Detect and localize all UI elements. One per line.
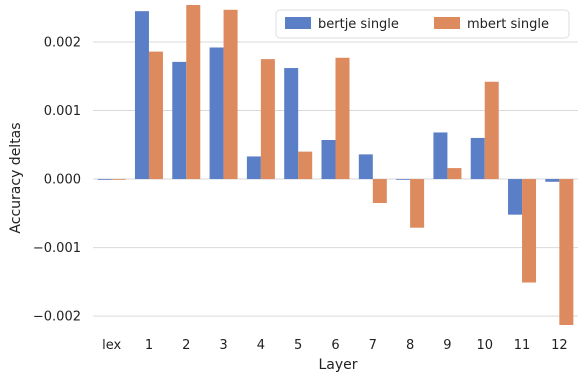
x-tick-label: 2	[182, 338, 190, 353]
y-axis-label: Accuracy deltas	[8, 122, 24, 233]
bar-mbert-7	[372, 179, 387, 204]
x-tick-label: 9	[443, 338, 451, 353]
y-tick-labels: −0.002 −0.001 0.000 0.001 0.002	[33, 36, 81, 325]
bar-mbert-11	[522, 179, 537, 283]
bar-mbert-1	[148, 51, 163, 180]
bar-bertje-lex	[97, 179, 112, 180]
x-tick-labels: lex 1 2 3 4 5 6 7 8 9 10 11 12	[102, 338, 568, 353]
x-axis-label: Layer	[318, 357, 357, 373]
bar-bertje-6	[321, 139, 336, 180]
legend-label: mbert single	[467, 17, 549, 32]
legend-label: bertje single	[318, 17, 399, 32]
x-tick-label: 1	[145, 338, 153, 353]
x-tick-label: 5	[294, 338, 302, 353]
x-tick-label: 7	[369, 338, 377, 353]
bar-bertje-4	[246, 156, 261, 180]
bar-bertje-5	[284, 68, 299, 180]
bar-mbert-9	[447, 168, 462, 180]
bar-bertje-11	[508, 179, 523, 215]
bar-bertje-10	[470, 137, 485, 180]
x-tick-label: 4	[257, 338, 265, 353]
x-tick-label: 3	[219, 338, 227, 353]
bar-bertje-1	[134, 11, 149, 180]
bar-mbert-8	[410, 179, 425, 228]
bar-bertje-12	[545, 179, 560, 182]
bar-mbert-2	[186, 5, 201, 180]
bar-mbert-6	[335, 57, 350, 180]
bar-mbert-lex	[111, 179, 126, 180]
bar-mbert-5	[298, 151, 313, 180]
y-tick-label: −0.001	[33, 241, 81, 256]
legend: bertje single mbert single	[275, 9, 570, 39]
x-tick-label: 11	[514, 338, 531, 353]
bar-bertje-8	[396, 179, 411, 180]
legend-swatch	[285, 17, 311, 29]
bar-bertje-3	[209, 47, 224, 180]
x-tick-label: 6	[331, 338, 339, 353]
x-tick-label: 10	[476, 338, 493, 353]
legend-swatch	[434, 17, 460, 29]
x-tick-label: 8	[406, 338, 414, 353]
bar-bertje-2	[172, 61, 187, 180]
x-tick-label: lex	[102, 338, 121, 353]
y-tick-label: 0.002	[44, 36, 81, 51]
y-tick-label: 0.001	[44, 104, 81, 119]
bar-mbert-4	[260, 59, 275, 180]
x-tick-label: 12	[551, 338, 568, 353]
bar-mbert-12	[559, 179, 574, 325]
y-tick-label: −0.002	[33, 310, 81, 325]
legend-box	[275, 9, 570, 39]
bar-bertje-7	[358, 154, 373, 180]
bar-mbert-3	[223, 9, 238, 180]
bar-bertje-9	[433, 132, 448, 180]
bar-mbert-10	[484, 81, 499, 180]
y-tick-label: 0.000	[44, 173, 81, 188]
bars	[97, 5, 574, 325]
